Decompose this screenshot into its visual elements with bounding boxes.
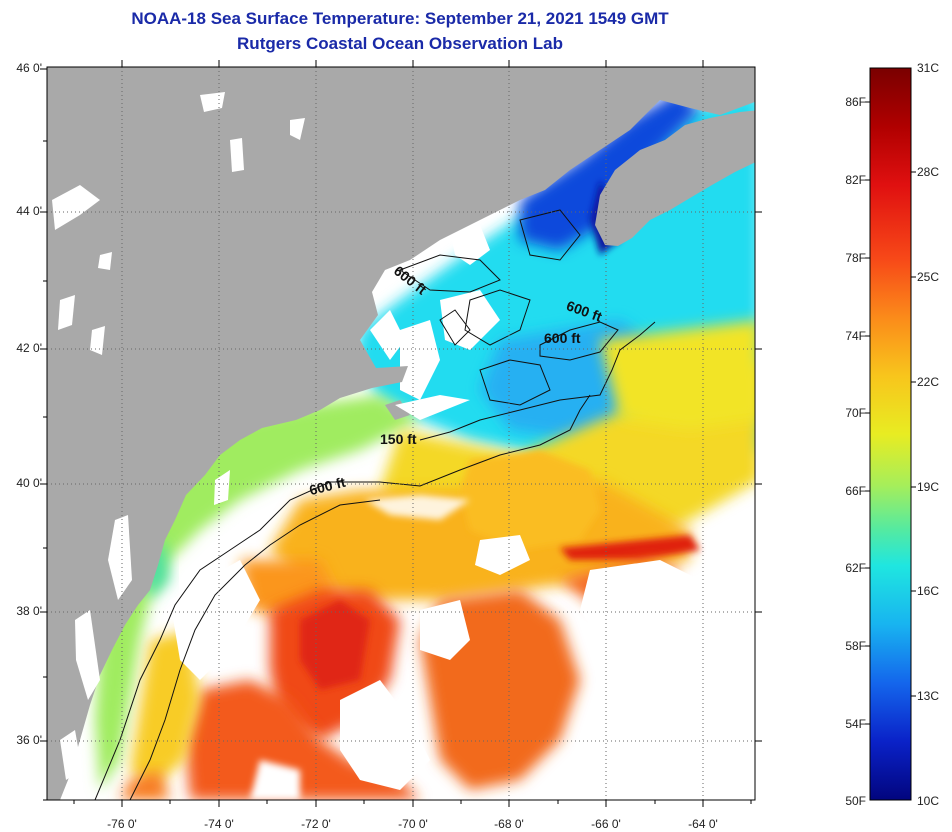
- colorbar-label-54f: 54F: [845, 717, 866, 731]
- lon-label-minus74: -74 0': [204, 817, 234, 831]
- colorbar-label-16c: 16C: [917, 584, 940, 598]
- lat-label-44: 44 0': [16, 204, 42, 218]
- lon-label-minus68: -68 0': [494, 817, 524, 831]
- colorbar-label-62f: 62F: [845, 561, 866, 575]
- contour-label-150ft: 150 ft: [380, 431, 417, 447]
- colorbar-label-66f: 66F: [845, 484, 866, 498]
- colorbar: [869, 67, 912, 801]
- colorbar-label-70f: 70F: [845, 406, 866, 420]
- lakes-and-bays: [52, 92, 470, 780]
- lat-label-40: 40 0': [16, 476, 42, 490]
- axis-ticks: [40, 60, 762, 807]
- colorbar-label-22c: 22C: [917, 375, 940, 389]
- colorbar-ticks: [865, 101, 916, 725]
- colorbar-label-13c: 13C: [917, 689, 940, 703]
- colorbar-label-58f: 58F: [845, 639, 866, 653]
- colorbar-label-74f: 74F: [845, 329, 866, 343]
- lon-label-minus64: -64 0': [688, 817, 718, 831]
- lon-label-minus70: -70 0': [398, 817, 428, 831]
- lat-label-36: 36 0': [16, 733, 42, 747]
- lat-label-46: 46 0': [16, 61, 42, 75]
- cloud-mask: [170, 225, 755, 800]
- lon-label-minus72: -72 0': [301, 817, 331, 831]
- colorbar-label-82f: 82F: [845, 173, 866, 187]
- map-title: NOAA-18 Sea Surface Temperature: Septemb…: [131, 9, 669, 28]
- lat-label-38: 38 0': [16, 604, 42, 618]
- colorbar-label-50f: 50F: [845, 794, 866, 808]
- colorbar-label-28c: 28C: [917, 165, 940, 179]
- colorbar-label-25c: 25C: [917, 270, 940, 284]
- colorbar-label-78f: 78F: [845, 251, 866, 265]
- colorbar-label-19c: 19C: [917, 480, 940, 494]
- colorbar-label-10c: 10C: [917, 794, 940, 808]
- map-area: [47, 67, 755, 800]
- lat-label-42: 42 0': [16, 341, 42, 355]
- map-frame: [46, 66, 756, 801]
- map-subtitle: Rutgers Coastal Ocean Observation Lab: [237, 34, 563, 53]
- colorbar-label-31c: 31C: [917, 61, 940, 75]
- lon-label-minus76: -76 0': [107, 817, 137, 831]
- depth-contours: [94, 209, 656, 800]
- colorbar-label-86f: 86F: [845, 95, 866, 109]
- lon-label-minus66: -66 0': [591, 817, 621, 831]
- contour-label-600ft-georges-bank: 600 ft: [544, 330, 581, 346]
